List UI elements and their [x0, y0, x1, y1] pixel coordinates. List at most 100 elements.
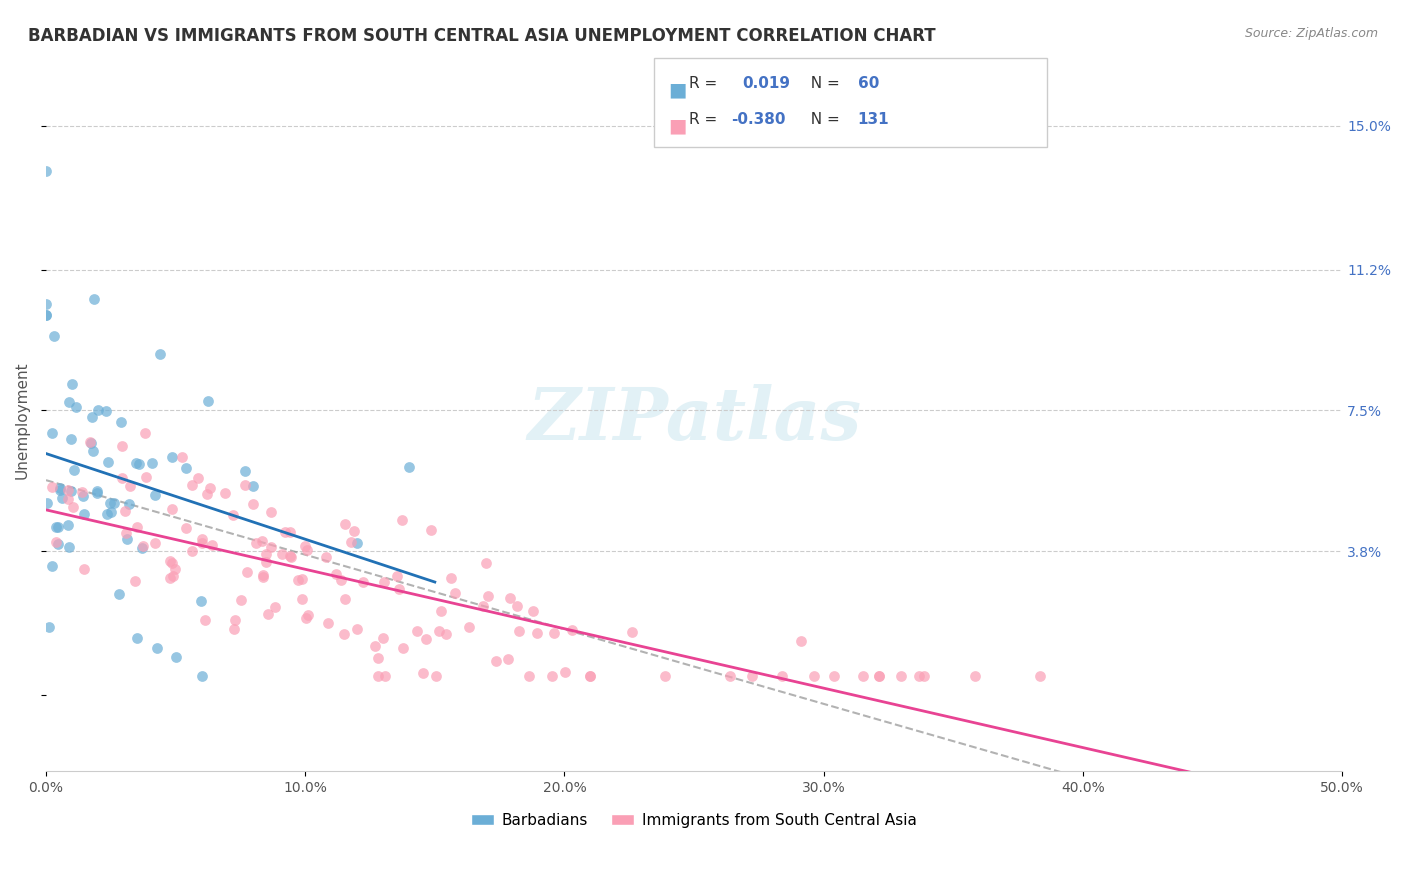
Point: [128, 458, 150, 472]
Text: 131: 131: [858, 112, 889, 127]
Point: [250, 534, 273, 549]
Point: [252, 568, 274, 582]
Point: [135, 469, 157, 483]
Point: [224, 622, 246, 636]
Point: [496, 652, 519, 666]
Point: [579, 669, 602, 683]
Point: [56, 483, 79, 497]
Point: [477, 589, 499, 603]
Point: [315, 549, 337, 564]
Point: [63, 463, 86, 477]
Point: [352, 574, 374, 589]
Point: [346, 536, 368, 550]
Point: [252, 570, 274, 584]
Point: [83, 292, 105, 306]
Point: [131, 539, 153, 553]
Point: [181, 543, 204, 558]
Point: [420, 523, 443, 537]
Point: [333, 627, 356, 641]
Point: [280, 549, 302, 564]
Point: [330, 574, 353, 588]
Point: [97, 455, 120, 469]
Point: [852, 669, 875, 683]
Point: [107, 587, 129, 601]
Point: [35, 297, 58, 311]
Point: [96, 507, 118, 521]
Point: [86, 485, 108, 500]
Legend: Barbadians, Immigrants from South Central Asia: Barbadians, Immigrants from South Centra…: [465, 806, 922, 834]
Point: [160, 450, 183, 464]
Point: [87, 403, 110, 417]
Point: [134, 425, 156, 440]
Point: [620, 624, 643, 639]
Point: [385, 568, 408, 582]
Point: [257, 607, 280, 621]
Point: [162, 501, 184, 516]
Point: [103, 496, 125, 510]
Point: [391, 513, 413, 527]
Point: [58, 491, 80, 506]
Point: [444, 586, 467, 600]
Point: [72, 489, 94, 503]
Point: [506, 599, 529, 614]
Point: [367, 669, 389, 683]
Point: [194, 613, 217, 627]
Point: [162, 569, 184, 583]
Point: [110, 416, 132, 430]
Point: [35, 309, 58, 323]
Point: [214, 486, 236, 500]
Point: [271, 547, 294, 561]
Point: [180, 477, 202, 491]
Point: [278, 549, 301, 563]
Point: [224, 613, 246, 627]
Point: [41, 480, 63, 494]
Point: [127, 520, 149, 534]
Point: [475, 556, 498, 570]
Point: [274, 524, 297, 539]
Point: [543, 626, 565, 640]
Point: [367, 650, 389, 665]
Point: [149, 347, 172, 361]
Point: [522, 604, 544, 618]
Text: 0.019: 0.019: [742, 76, 790, 91]
Point: [229, 593, 252, 607]
Point: [412, 665, 434, 680]
Point: [118, 479, 141, 493]
Point: [718, 669, 741, 683]
Point: [191, 532, 214, 546]
Point: [146, 641, 169, 656]
Point: [260, 505, 283, 519]
Text: R =: R =: [689, 76, 727, 91]
Point: [415, 632, 437, 646]
Point: [297, 608, 319, 623]
Point: [346, 622, 368, 636]
Point: [174, 460, 197, 475]
Point: [233, 478, 256, 492]
Point: [187, 471, 209, 485]
Point: [803, 669, 825, 683]
Point: [343, 524, 366, 538]
Point: [38, 620, 60, 634]
Point: [49, 483, 72, 497]
Point: [94, 404, 117, 418]
Point: [45, 535, 67, 549]
Point: [62, 500, 84, 515]
Point: [82, 409, 104, 424]
Point: [60, 376, 83, 391]
Point: [46, 537, 69, 551]
Point: [190, 594, 212, 608]
Point: [58, 540, 80, 554]
Point: [242, 479, 264, 493]
Point: [174, 521, 197, 535]
Point: [364, 640, 387, 654]
Point: [37, 495, 59, 509]
Point: [41, 558, 63, 573]
Point: [114, 526, 136, 541]
Text: N =: N =: [801, 112, 845, 127]
Point: [406, 624, 429, 639]
Point: [131, 541, 153, 555]
Point: [333, 592, 356, 607]
Text: BARBADIAN VS IMMIGRANTS FROM SOUTH CENTRAL ASIA UNEMPLOYMENT CORRELATION CHART: BARBADIAN VS IMMIGRANTS FROM SOUTH CENTR…: [28, 27, 936, 45]
Point: [165, 650, 187, 665]
Point: [333, 517, 356, 532]
